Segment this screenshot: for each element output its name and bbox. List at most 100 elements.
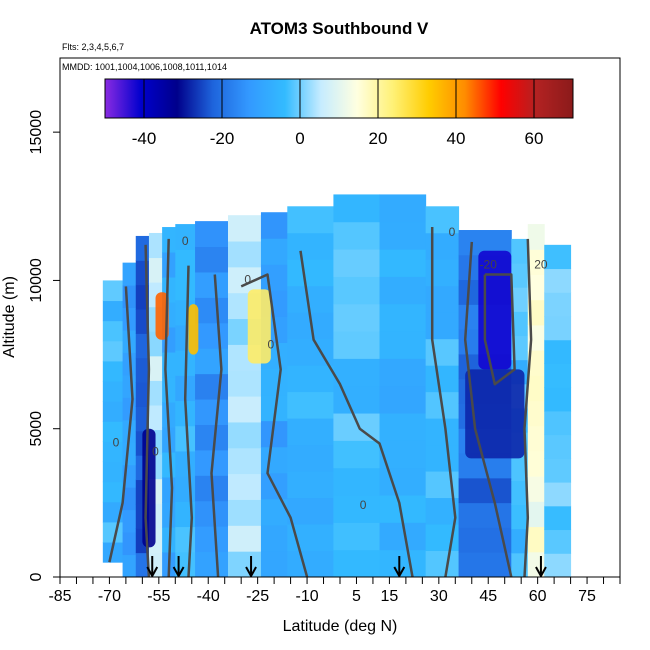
colorbar: -40 -20 0 20 40 60 [104,78,574,148]
heatmap-cell [333,221,381,250]
heatmap-cell [287,497,334,525]
colorbar-tick-label: 40 [447,129,466,148]
heatmap-cell [379,385,427,414]
heatmap-cell [379,276,427,305]
contour-label: 0 [267,338,274,352]
heatmap-cell [260,212,288,239]
y-tick-label: 10000 [28,258,45,303]
heatmap-cell [458,502,512,528]
heatmap-cell [544,410,572,436]
heatmap-cell [195,551,229,577]
heatmap-cell [425,338,460,366]
heatmap-cell [195,373,229,400]
x-tick-label: -85 [48,588,71,605]
heatmap-cell [195,297,229,324]
heatmap-cell [162,452,176,478]
heatmap-cell [425,550,460,577]
contour-line [144,244,151,577]
x-tick-label: 60 [529,588,547,605]
heatmap-cell [228,473,262,500]
heatmap-cell [333,249,381,277]
heatmap-cell [195,271,229,298]
heatmap-cell [260,550,288,577]
heatmap-cell [260,264,288,291]
heatmap-cell [333,467,381,496]
heatmap-cell [135,552,150,577]
heatmap-cell [511,504,529,530]
dive-marker-arrowhead [393,566,406,577]
heatmap-cell [175,425,196,452]
contour-label: 20 [534,258,548,272]
heatmap-cell [260,446,288,474]
heatmap-cell [527,526,545,553]
x-tick-label: -40 [197,588,220,605]
heatmap-cell [135,382,150,407]
heatmap-cell [527,450,545,477]
heatmap-cell [287,285,334,313]
dates-subtitle: MMDD: 1001,1004,1006,1008,1011,1014 [62,62,227,72]
heatmap-cell [544,387,572,412]
heatmap-cell [228,370,262,397]
heatmap-cell [122,285,137,309]
heatmap-cell [122,532,137,556]
heatmap-cell [333,358,381,387]
heatmap-cell [135,235,150,261]
x-axis: -85 -70 -55 -40 -25 -10 5 15 30 45 60 75 [48,577,621,605]
heatmap-cell [544,292,572,317]
heatmap-feature [247,289,271,364]
y-tick-label: 5000 [28,411,45,447]
heatmap-cell [228,525,262,552]
x-tick-label: -70 [98,588,121,605]
heatmap-cell [260,368,288,396]
heatmap-cell [527,299,545,326]
heatmap-cell [135,309,150,334]
heatmap-cell [527,274,545,301]
heatmap-cell [511,335,529,361]
heatmap-cell [544,316,572,341]
colorbar-tick-label: 0 [295,129,304,148]
heatmap-cell [544,363,572,388]
heatmap-cell [527,224,545,250]
heatmap-cell [333,495,381,523]
colorbar-tick-label: 60 [525,129,544,148]
heatmap-cell [148,355,163,381]
heatmap-cell [122,509,137,533]
x-tick-label: 15 [381,588,399,605]
heatmap-cell [511,528,529,554]
contour-label: 0 [244,272,251,286]
y-tick-label: 0 [28,572,45,581]
contour-label: 0 [152,444,159,458]
heatmap-cell [122,442,137,466]
x-tick-label: 5 [352,588,361,605]
heatmap-cell [260,238,288,265]
heatmap-cell [175,526,196,553]
heatmap-cell [102,441,124,463]
contour-label: 0 [449,225,456,239]
heatmap-cell [195,348,229,375]
heatmap-cell [102,320,124,342]
heatmap-cell [544,434,572,459]
heatmap-cell [527,400,545,427]
heatmap-cell [511,263,529,288]
heatmap-cells [102,194,572,577]
heatmap-cell [102,481,124,503]
heatmap-cell [511,287,529,312]
contour-line [164,238,174,577]
contour-line [210,274,223,577]
heatmap-cell [287,391,334,419]
heatmap-cell [544,529,572,554]
heatmap-cell [228,215,262,242]
heatmap-cell [333,549,381,577]
heatmap-cell [287,206,334,234]
heatmap-cell [148,404,163,431]
heatmap-cell [228,421,262,449]
heatmap-cell [122,262,137,286]
heatmap-cell [425,444,460,472]
heatmap-cell [425,471,460,499]
heatmap-cell [544,268,572,293]
heatmap-cell [425,312,460,340]
heatmap-cell [122,374,137,398]
heatmap-feature [188,304,199,355]
heatmap-cell [102,360,124,382]
